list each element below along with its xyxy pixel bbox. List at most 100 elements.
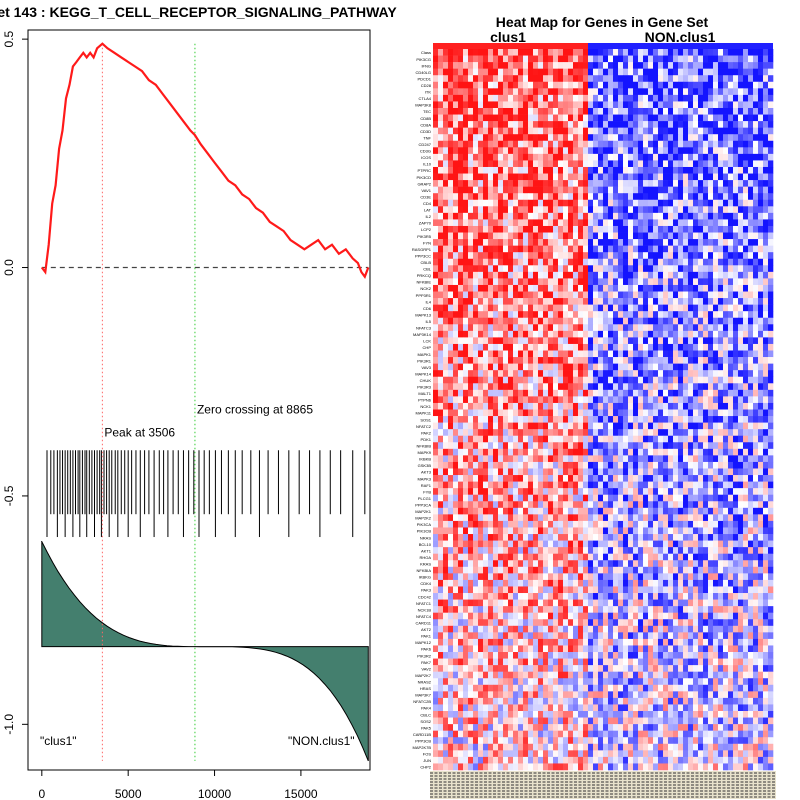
heatmap-cell (498, 160, 504, 168)
gene-label: PTPN6 (418, 398, 432, 403)
heatmap-cell (573, 448, 579, 456)
gene-label: MAP2K7 (415, 673, 432, 678)
heatmap-cell (668, 330, 674, 338)
heatmap-cell (433, 114, 439, 122)
heatmap-cell (668, 442, 674, 450)
heatmap-cell (458, 488, 464, 495)
heatmap-cell (693, 363, 699, 371)
heatmap-cell (533, 304, 539, 312)
heatmap-cell (743, 324, 749, 332)
heatmap-cell (763, 324, 769, 332)
heatmap-cell (538, 475, 544, 482)
heatmap-cell (668, 147, 674, 155)
heatmap-cell (728, 461, 734, 469)
heatmap-cell (498, 442, 504, 450)
heatmap-cell (623, 298, 629, 305)
heatmap-cell (663, 501, 669, 509)
heatmap-cell (613, 311, 619, 319)
heatmap-cell (648, 127, 654, 135)
heatmap-cell (568, 402, 574, 410)
heatmap-cell (658, 442, 664, 450)
heatmap-cell (723, 140, 729, 148)
heatmap-cell (648, 153, 654, 161)
heatmap-cell (693, 291, 699, 299)
heatmap-cell (768, 429, 774, 437)
heatmap-cell (758, 62, 764, 69)
heatmap-cell (523, 199, 529, 207)
heatmap-cell (553, 121, 559, 128)
heatmap-cell (663, 232, 669, 240)
heatmap-cell (618, 461, 624, 469)
heatmap-cell (513, 455, 519, 463)
heatmap-cell (463, 75, 469, 83)
heatmap-cell (758, 271, 764, 279)
heatmap-cell (698, 68, 704, 76)
heatmap-cell (723, 153, 729, 161)
heatmap-cell (623, 225, 629, 233)
heatmap-cell (508, 448, 514, 456)
heatmap-cell (458, 153, 464, 161)
heatmap-cell (638, 383, 644, 391)
heatmap-cell (658, 448, 664, 456)
heatmap-cell (698, 468, 704, 476)
heatmap-cell (568, 219, 574, 227)
heatmap-cell (763, 127, 769, 135)
heatmap-cell (553, 284, 559, 292)
gene-label: NFATC4 (416, 614, 432, 619)
x-tick-label: 5000 (115, 787, 142, 800)
heatmap-cell (763, 252, 769, 260)
heatmap-cell (738, 173, 744, 181)
heatmap-cell (688, 212, 694, 220)
heatmap-cell (463, 370, 469, 378)
heatmap-cell (663, 494, 669, 502)
heatmap-cell (763, 68, 769, 76)
heatmap-cell (728, 396, 734, 404)
heatmap-cell (578, 343, 584, 351)
heatmap-cell (633, 199, 639, 207)
heatmap-cell (723, 212, 729, 220)
heatmap-cell (598, 304, 604, 312)
heatmap-cell (678, 409, 684, 417)
heatmap-cell (518, 468, 524, 476)
heatmap-cell (533, 219, 539, 227)
heatmap-cell (433, 442, 439, 450)
heatmap-cell (703, 488, 709, 495)
heatmap-cell (443, 81, 449, 89)
heatmap-cell (613, 317, 619, 325)
heatmap-cell (623, 199, 629, 207)
heatmap-cell (588, 448, 594, 456)
heatmap-cell (523, 75, 529, 83)
heatmap-cell (738, 389, 744, 397)
heatmap-cell (503, 461, 509, 469)
heatmap-cell (473, 55, 479, 63)
heatmap-cell (613, 180, 619, 187)
heatmap-cell (453, 160, 459, 168)
heatmap-cell (543, 186, 549, 194)
heatmap-cell (463, 330, 469, 338)
heatmap-cell (763, 468, 769, 476)
heatmap-cell (548, 501, 554, 509)
heatmap-cell (653, 422, 659, 430)
heatmap-cell (533, 49, 539, 56)
heatmap-cell (653, 429, 659, 437)
heatmap-cell (758, 291, 764, 299)
heatmap-cell (468, 311, 474, 319)
heatmap-cell (503, 383, 509, 391)
heatmap-cell (633, 75, 639, 83)
heatmap-cell (638, 448, 644, 456)
heatmap-cell (603, 75, 609, 83)
heatmap-cell (533, 121, 539, 128)
heatmap-cell (518, 199, 524, 207)
heatmap-cell (598, 49, 604, 56)
heatmap-cell (598, 363, 604, 371)
heatmap-cell (633, 114, 639, 122)
heatmap-cell (453, 475, 459, 482)
heatmap-cell (688, 448, 694, 456)
heatmap-cell (618, 363, 624, 371)
heatmap-cell (573, 455, 579, 463)
heatmap-cell (688, 265, 694, 273)
heatmap-cell (588, 75, 594, 83)
heatmap-cell (663, 455, 669, 463)
heatmap-cell (538, 153, 544, 161)
heatmap-cell (713, 160, 719, 168)
